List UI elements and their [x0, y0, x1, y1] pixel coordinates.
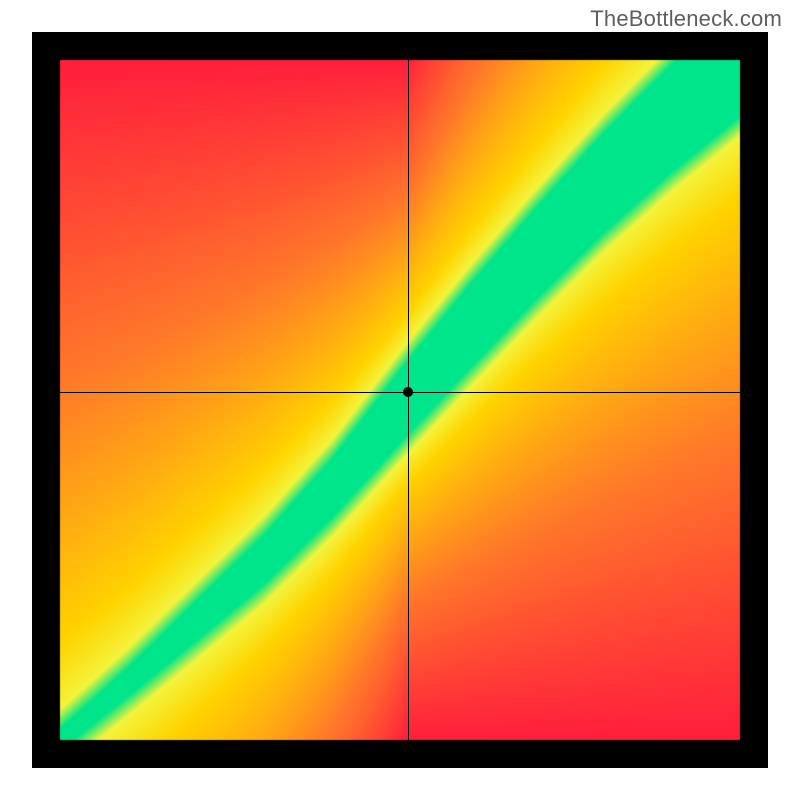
heatmap-frame — [32, 32, 768, 768]
bottleneck-heatmap — [32, 32, 768, 768]
selection-marker — [403, 387, 413, 397]
crosshair-vertical — [408, 32, 409, 768]
watermark-text: TheBottleneck.com — [590, 6, 782, 32]
crosshair-horizontal — [32, 392, 768, 393]
